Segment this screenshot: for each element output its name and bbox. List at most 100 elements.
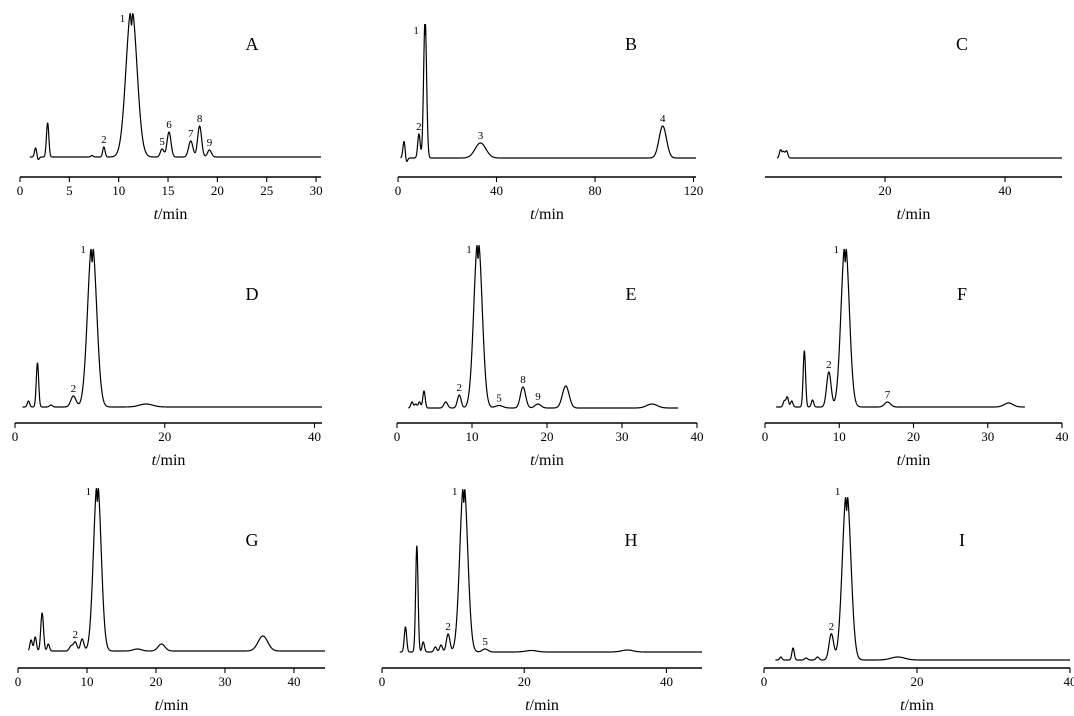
x-tick-label: 40 xyxy=(691,429,704,444)
chromatogram-trace xyxy=(775,496,1071,661)
panel-F: 0 10 20 30 40 t/min F 2 1 7 xyxy=(762,244,1069,469)
peak-label: 1 xyxy=(835,486,841,498)
peak-label: 1 xyxy=(120,13,126,25)
panel-I: 0 20 40 t/min I 2 1 xyxy=(761,486,1074,714)
peak-label: 5 xyxy=(159,136,165,148)
x-tick-label: 40 xyxy=(287,674,300,689)
x-tick-label: 15 xyxy=(162,183,175,198)
x-axis-label: t/min xyxy=(897,206,931,223)
peak-label: 2 xyxy=(457,382,463,394)
chromatogram-trace xyxy=(407,244,679,409)
x-tick-label: 0 xyxy=(395,183,402,198)
x-axis-unit: /min xyxy=(158,206,187,223)
panel-B: 0 40 80 120 t/min B 2 1 3 4 xyxy=(395,24,704,223)
peak-label: 2 xyxy=(71,383,77,395)
peak-label: 8 xyxy=(197,113,203,125)
x-axis-unit: /min xyxy=(159,697,188,714)
x-axis-label: t/min xyxy=(152,452,186,469)
panel-label: A xyxy=(246,34,259,54)
x-tick-label: 0 xyxy=(12,429,19,444)
x-tick-label: 20 xyxy=(911,674,924,689)
chromatogram-trace xyxy=(22,248,323,408)
x-axis-label: t/min xyxy=(530,452,564,469)
x-axis-label: t/min xyxy=(154,206,188,223)
x-axis-unit: /min xyxy=(530,697,559,714)
chromatogram-trace xyxy=(776,149,1063,159)
x-tick-label: 40 xyxy=(999,183,1012,198)
x-axis-symbol: t xyxy=(900,697,905,714)
x-tick-label: 30 xyxy=(310,183,323,198)
x-axis-unit: /min xyxy=(901,206,930,223)
x-tick-label: 0 xyxy=(762,429,769,444)
panel-label: B xyxy=(625,34,637,54)
panel-label: F xyxy=(957,284,967,304)
chromatogram-trace xyxy=(399,24,697,163)
panel-label: E xyxy=(626,284,637,304)
x-tick-label: 40 xyxy=(660,674,673,689)
x-axis-symbol: t xyxy=(897,206,902,223)
x-tick-label: 5 xyxy=(66,183,73,198)
x-axis-label: t/min xyxy=(525,697,559,714)
x-axis-label: t/min xyxy=(530,206,564,223)
x-tick-label: 20 xyxy=(518,674,531,689)
panel-label: C xyxy=(956,34,968,54)
x-axis-unit: /min xyxy=(901,452,930,469)
x-tick-label: 30 xyxy=(616,429,629,444)
peak-label: 1 xyxy=(413,25,419,37)
x-axis-symbol: t xyxy=(155,697,160,714)
x-tick-label: 20 xyxy=(907,429,920,444)
panel-C: 20 40 t/min C xyxy=(765,34,1063,223)
x-tick-label: 10 xyxy=(466,429,479,444)
x-axis-label: t/min xyxy=(897,452,931,469)
peak-label: 7 xyxy=(885,389,891,401)
x-tick-label: 0 xyxy=(394,429,401,444)
x-tick-label: 30 xyxy=(218,674,231,689)
peak-label: 5 xyxy=(496,393,502,405)
peak-label: 2 xyxy=(826,359,832,371)
x-tick-label: 0 xyxy=(15,674,22,689)
x-tick-label: 20 xyxy=(879,183,892,198)
panel-E: 0 10 20 30 40 t/min E 2 1 5 89 xyxy=(394,244,704,469)
peak-label: 1 xyxy=(80,244,86,256)
x-tick-label: 10 xyxy=(833,429,846,444)
x-axis-symbol: t xyxy=(897,452,902,469)
x-tick-label: 30 xyxy=(981,429,994,444)
chromatogram-trace xyxy=(27,487,326,652)
x-tick-label: 0 xyxy=(761,674,768,689)
x-axis-symbol: t xyxy=(154,206,159,223)
x-axis-unit: /min xyxy=(535,206,564,223)
x-axis-unit: /min xyxy=(156,452,185,469)
x-axis-unit: /min xyxy=(535,452,564,469)
peak-label: 2 xyxy=(416,121,422,133)
x-tick-label: 25 xyxy=(260,183,273,198)
x-axis-symbol: t xyxy=(530,206,535,223)
x-tick-label: 40 xyxy=(490,183,503,198)
x-tick-label: 40 xyxy=(1056,429,1069,444)
x-axis-label: t/min xyxy=(900,697,934,714)
x-tick-label: 20 xyxy=(211,183,224,198)
peak-label: 2 xyxy=(829,621,835,633)
panel-G: 0 10 20 30 40 t/min G 2 1 xyxy=(15,486,326,714)
peak-label: 5 xyxy=(482,636,488,648)
peak-label: 6 xyxy=(166,119,172,131)
peak-label: 1 xyxy=(833,244,839,256)
x-tick-label: 20 xyxy=(541,429,554,444)
x-tick-label: 0 xyxy=(379,674,386,689)
x-tick-label: 40 xyxy=(308,429,321,444)
x-tick-label: 10 xyxy=(112,183,125,198)
x-axis-symbol: t xyxy=(152,452,157,469)
x-tick-label: 120 xyxy=(684,183,704,198)
x-tick-label: 20 xyxy=(149,674,162,689)
x-tick-label: 40 xyxy=(1064,674,1074,689)
chromatogram-trace xyxy=(29,13,322,161)
x-tick-label: 80 xyxy=(589,183,602,198)
peak-label: 4 xyxy=(660,113,666,125)
x-tick-label: 10 xyxy=(80,674,93,689)
x-tick-label: 0 xyxy=(17,183,24,198)
peak-label: 9 xyxy=(207,137,213,149)
panel-label: D xyxy=(246,284,259,304)
peak-label: 9 xyxy=(535,391,541,403)
peak-label: 1 xyxy=(466,244,472,256)
x-axis-label: t/min xyxy=(155,697,189,714)
